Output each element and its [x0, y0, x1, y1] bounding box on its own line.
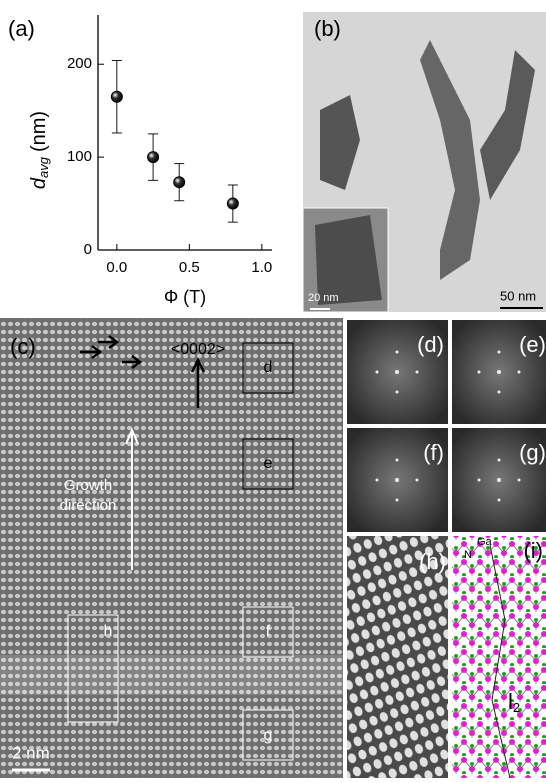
data-point [174, 177, 185, 188]
panel-h: (h) [347, 536, 448, 778]
data-point [111, 91, 122, 102]
panel-i: (i) Ga N l2 [452, 536, 546, 778]
panel-label: (i) [523, 538, 543, 563]
growth-label: direction [60, 497, 117, 514]
box-label: d [264, 359, 273, 376]
scale-text: 2 nm [12, 743, 50, 762]
x-tick-label: 0.5 [179, 259, 200, 276]
box-label: e [264, 455, 273, 472]
x-tick-label: 1.0 [251, 259, 272, 276]
x-tick-label: 0.0 [106, 259, 127, 276]
data-point [227, 198, 238, 209]
y-label-sub: avg [36, 156, 51, 178]
panel-label: (h) [419, 549, 446, 574]
box-label: h [104, 623, 113, 640]
panel-label: (d) [417, 332, 444, 357]
direction-label: <0002> [171, 341, 225, 358]
y-tick-label: 0 [84, 241, 92, 258]
fft-panels: (d) (e) (f) (g) [347, 320, 546, 532]
y-label-unit: (nm) [28, 111, 50, 152]
atom-label: Ga [477, 536, 493, 548]
hrtem-image [0, 318, 343, 778]
box-label: f [266, 623, 271, 640]
box-label: g [264, 727, 273, 744]
scale-text: 50 nm [500, 288, 536, 303]
panel-label: (g) [519, 440, 546, 465]
panel-b: (b) 20 nm 50 nm [303, 12, 546, 312]
panel-label: (f) [423, 440, 444, 465]
growth-label: Growth [64, 477, 112, 494]
y-tick-label: 100 [67, 148, 92, 165]
panel-label: (a) [8, 16, 35, 41]
x-axis-label: Φ (T) [164, 287, 206, 307]
figure: (a) d avg (nm) Φ (T) 0 100 200 0.0 0.5 1.0 (b) … [0, 0, 546, 778]
panel-c: (c) <0002> Growth direction d e f g h 2 … [0, 318, 343, 778]
panel-label: (b) [314, 16, 341, 41]
scale-text: 20 nm [308, 292, 339, 304]
spacing-sub: 2 [513, 700, 520, 715]
atom-label: N [464, 549, 472, 561]
panel-label: (c) [10, 334, 36, 359]
data-point [148, 152, 159, 163]
band [0, 655, 343, 695]
y-axis-label: davg(nm) [28, 111, 51, 189]
y-tick-label: 200 [67, 55, 92, 72]
panel-label: (e) [519, 332, 546, 357]
